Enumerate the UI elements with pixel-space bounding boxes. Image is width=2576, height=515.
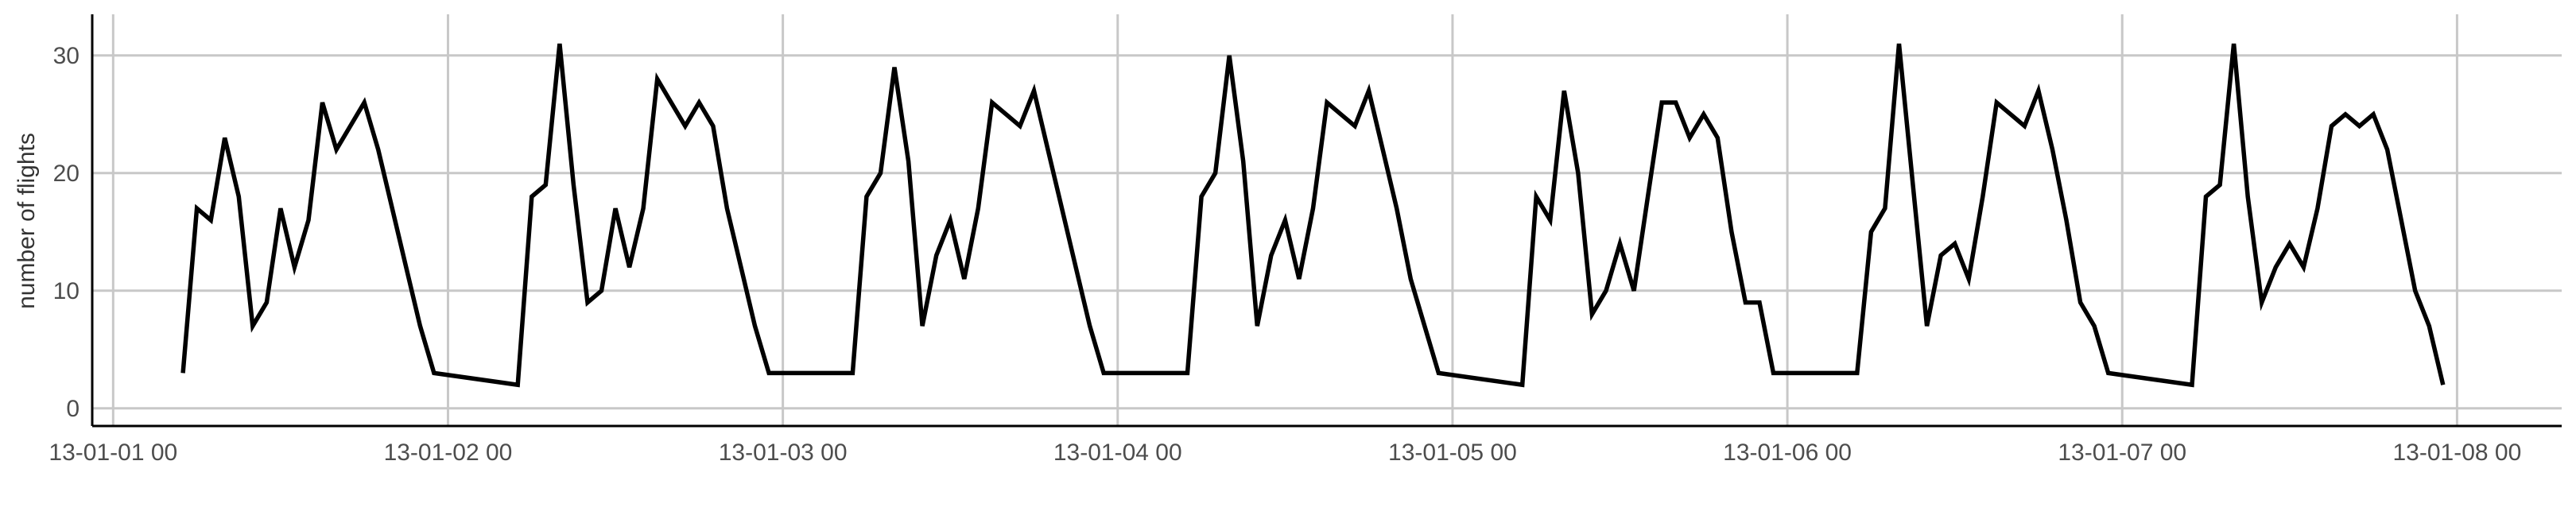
x-tick-label: 13-01-04 00 <box>1053 439 1182 466</box>
y-tick-label: 20 <box>53 161 80 187</box>
y-axis-title: number of flights <box>14 133 40 309</box>
label-layer: 0 10 20 30 13-01-01 00 13-01-02 00 13-01-03 00… <box>48 43 2521 466</box>
y-tick-label: 10 <box>53 278 80 304</box>
x-tick-label: 13-01-03 00 <box>719 439 848 466</box>
x-tick-label: 13-01-05 00 <box>1388 439 1517 466</box>
y-tick-label: 0 <box>66 396 80 422</box>
x-tick-label: 13-01-06 00 <box>1723 439 1852 466</box>
axis-layer <box>91 14 2562 428</box>
x-tick-label: 13-01-02 00 <box>384 439 513 466</box>
series-layer <box>180 43 2446 388</box>
x-tick-label: 13-01-01 00 <box>48 439 177 466</box>
y-tick-label: 30 <box>53 43 80 69</box>
x-tick-label: 13-01-07 00 <box>2058 439 2186 466</box>
series-line-flights <box>180 43 2446 388</box>
x-tick-label: 13-01-08 00 <box>2392 439 2521 466</box>
grid-layer <box>92 14 2562 426</box>
